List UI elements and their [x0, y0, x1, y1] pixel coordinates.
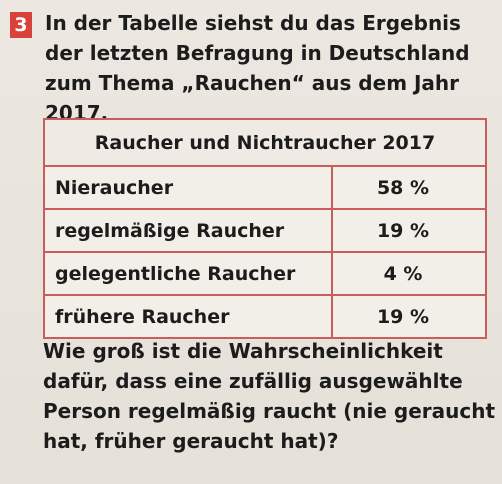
row-label: frühere Raucher	[43, 294, 333, 339]
question-text: Wie groß ist die Wahrscheinlichkeit dafü…	[43, 339, 496, 453]
row-label: regelmäßige Raucher	[43, 208, 333, 253]
row-label: gelegentliche Raucher	[43, 251, 333, 296]
row-value: 19 %	[331, 294, 487, 339]
smoking-table: Raucher und Nichtraucher 2017 Nieraucher…	[43, 118, 487, 339]
table-row: Nieraucher 58 %	[43, 165, 487, 210]
table-row: gelegentliche Raucher 4 %	[43, 251, 487, 296]
table-title: Raucher und Nichtraucher 2017	[43, 118, 487, 167]
task-number-badge: 3	[10, 12, 32, 38]
task-intro-text: In der Tabelle siehst du das Ergebnis de…	[45, 11, 470, 125]
row-label: Nieraucher	[43, 165, 333, 210]
row-value: 19 %	[331, 208, 487, 253]
table-row: frühere Raucher 19 %	[43, 294, 487, 339]
table-row: regelmäßige Raucher 19 %	[43, 208, 487, 253]
row-value: 4 %	[331, 251, 487, 296]
row-value: 58 %	[331, 165, 487, 210]
table-header-row: Raucher und Nichtraucher 2017	[43, 118, 487, 167]
